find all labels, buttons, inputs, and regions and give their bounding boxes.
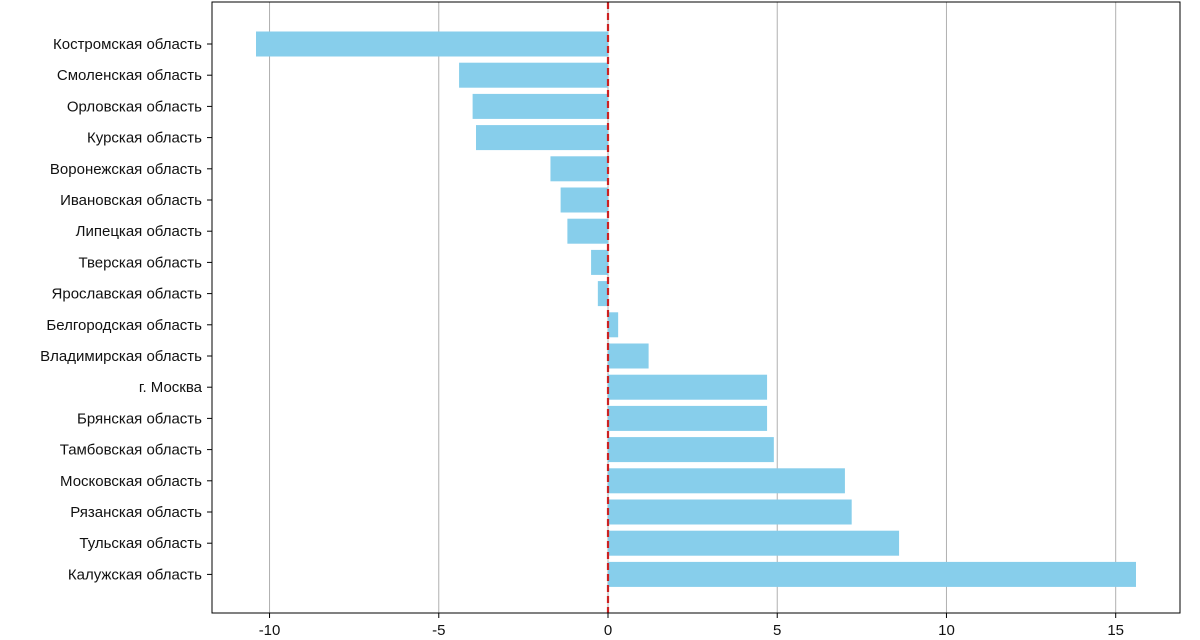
bar-7 (591, 249, 608, 275)
category-label-3: Курская область (87, 130, 202, 147)
bar-17 (608, 561, 1136, 587)
bar-0 (256, 31, 608, 57)
x-tick-label-5: 15 (1107, 622, 1124, 639)
bar-3 (476, 125, 608, 151)
bar-5 (560, 187, 608, 213)
category-label-8: Ярославская область (52, 286, 203, 303)
category-label-13: Тамбовская область (60, 442, 202, 459)
bar-2 (472, 93, 608, 119)
category-label-9: Белгородская область (46, 317, 202, 334)
category-label-0: Костромская область (53, 36, 202, 53)
bar-4 (550, 156, 608, 182)
x-tick-label-2: 0 (604, 622, 612, 639)
bar-8 (597, 281, 608, 307)
plot-frame (211, 1, 1181, 614)
bar-12 (608, 405, 768, 431)
bar-9 (608, 312, 619, 338)
x-tick-label-4: 10 (938, 622, 955, 639)
category-label-15: Рязанская область (70, 504, 202, 521)
bar-13 (608, 437, 774, 463)
bar-1 (459, 62, 608, 88)
category-label-14: Московская область (60, 473, 202, 490)
bar-15 (608, 499, 852, 525)
bar-10 (608, 343, 649, 369)
bar-11 (608, 374, 768, 400)
x-tick-label-3: 5 (773, 622, 781, 639)
category-label-2: Орловская область (67, 98, 202, 115)
category-label-7: Тверская область (78, 254, 202, 271)
category-label-10: Владимирская область (40, 348, 202, 365)
category-label-6: Липецкая область (76, 223, 203, 240)
category-label-12: Брянская область (77, 410, 202, 427)
category-label-5: Ивановская область (60, 192, 202, 209)
bar-6 (567, 218, 608, 244)
category-label-17: Калужская область (68, 566, 202, 583)
category-label-1: Смоленская область (57, 67, 202, 84)
x-tick-label-0: -10 (259, 622, 281, 639)
bar-14 (608, 468, 845, 494)
bar-16 (608, 530, 900, 556)
category-label-4: Воронежская область (50, 161, 202, 178)
category-label-11: г. Москва (139, 379, 203, 396)
category-label-16: Тульская область (79, 535, 202, 552)
x-tick-label-1: -5 (432, 622, 445, 639)
